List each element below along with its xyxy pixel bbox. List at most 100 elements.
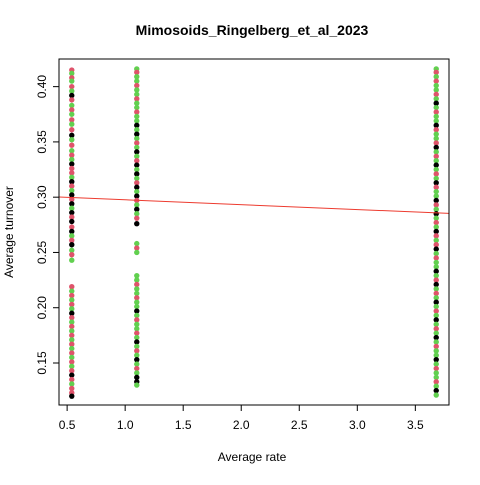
data-point [134,188,140,195]
regression-layer [58,196,450,214]
data-point [433,348,439,354]
data-point [69,257,75,263]
data-point [134,312,140,319]
data-point [134,317,140,323]
data-point [433,144,439,151]
data-point [134,348,140,354]
data-point [433,334,439,341]
data-point [134,82,140,89]
data-point [69,152,75,158]
data-point [433,392,439,398]
data-point [433,131,439,137]
data-point [433,272,439,279]
x-tick-label: 2.5 [291,418,308,432]
data-point [433,69,439,75]
data-point [69,88,75,94]
data-point [433,224,439,230]
data-point [69,97,75,103]
data-point [69,284,75,290]
data-point [69,165,75,172]
data-point [69,179,75,185]
data-point [433,299,439,305]
data-point [69,132,75,138]
x-tick-label: 1.5 [175,418,192,432]
data-point [134,122,140,129]
data-point [433,82,439,89]
data-point [69,306,75,312]
data-point [134,140,140,146]
data-point [134,158,140,164]
data-point [433,233,439,239]
data-point [134,249,140,256]
data-point [134,73,140,80]
data-point [134,184,140,190]
data-point [69,341,75,347]
data-point [433,352,439,358]
data-point [134,127,140,133]
data-point [433,356,439,363]
x-tick-label: 1.0 [117,418,134,432]
data-point [433,171,439,177]
x-tick-label: 3.5 [407,418,424,432]
data-point [433,374,439,381]
data-point [134,277,140,283]
data-point [134,78,140,84]
data-point [69,354,75,361]
data-point [69,233,75,239]
data-point [69,111,75,117]
data-point [134,215,140,221]
x-tick-label: 2.0 [233,418,250,432]
data-point [433,330,439,336]
data-point [433,387,439,394]
data-point [433,109,439,115]
data-point [433,361,439,367]
data-point [433,343,439,350]
data-point [433,78,439,84]
data-point [433,219,439,226]
data-point [134,303,140,310]
data-point [69,102,75,109]
data-point [433,370,439,376]
data-point [69,218,75,225]
data-point [433,339,439,345]
data-point [69,376,75,383]
data-point [433,197,439,204]
data-point [134,69,140,75]
data-point [69,107,75,113]
data-point [69,92,75,99]
data-point [69,314,75,321]
data-point [433,308,439,314]
data-point [69,297,75,303]
data-point [134,180,140,186]
data-point [134,144,140,151]
data-point [433,259,439,266]
data-point [134,330,140,336]
data-point [134,175,140,182]
data-point [69,251,75,258]
data-point [134,286,140,292]
data-point [134,334,140,341]
data-point [69,214,75,220]
data-point [134,365,140,372]
data-point [433,379,439,385]
data-point [69,288,75,294]
data-point [69,83,75,90]
data-point [134,281,140,288]
data-point [134,352,140,358]
data-point [433,153,439,159]
data-point [134,96,140,102]
data-point [69,292,75,299]
x-tick-label: 3.0 [349,418,366,432]
data-point [134,104,140,111]
data-point [433,295,439,301]
data-point [134,245,140,251]
data-point [69,372,75,378]
data-point [69,247,75,253]
data-point [69,332,75,339]
data-point [433,237,439,243]
data-point [69,242,75,248]
data-point [69,142,75,148]
data-point [69,393,75,399]
data-point [433,158,439,164]
